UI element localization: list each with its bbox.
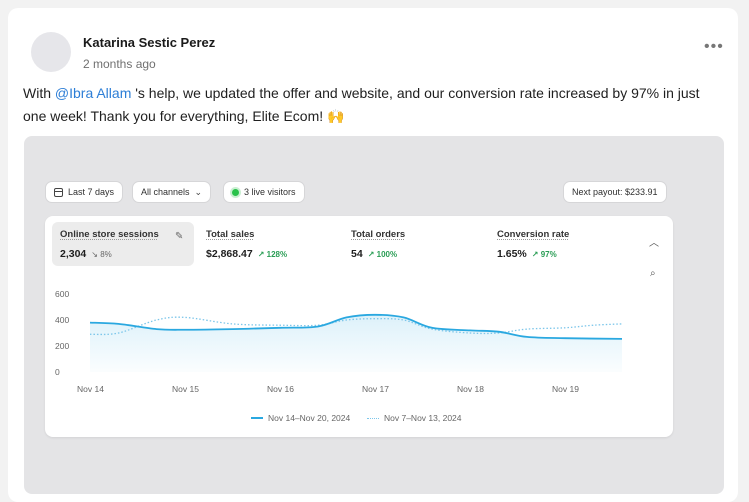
metric-total-orders[interactable]: Total orders 54 ↗ 100% — [343, 222, 483, 266]
date-range-label: Last 7 days — [68, 187, 115, 197]
metric-sessions[interactable]: Online store sessions 2,304 ↘ 8% — [52, 222, 194, 266]
dashboard-screenshot: Last 7 days All channels ⌄ 3 live visito… — [24, 136, 724, 494]
series-line-current[interactable] — [89, 313, 623, 340]
x-tick-label: Nov 16 — [267, 384, 294, 394]
metric-change: ↗ 100% — [367, 250, 398, 259]
x-tick-label: Nov 19 — [552, 384, 579, 394]
channels-label: All channels — [141, 187, 190, 197]
metric-title: Conversion rate — [497, 229, 570, 240]
series-line-previous[interactable] — [89, 316, 623, 336]
calendar-icon — [54, 187, 63, 197]
metric-value: $2,868.47 — [206, 248, 253, 260]
post-body: With @Ibra Allam 's help, we updated the… — [23, 82, 713, 128]
date-range-button[interactable]: Last 7 days — [45, 181, 124, 203]
metric-value: 1.65% — [497, 248, 527, 260]
post-text-after: 's help, we updated the offer and websit… — [23, 85, 700, 124]
legend-line-solid — [251, 417, 263, 419]
metric-title: Total orders — [351, 229, 406, 240]
metric-value: 54 — [351, 248, 363, 260]
legend-line-dotted — [367, 417, 379, 419]
more-options-button[interactable]: ••• — [704, 38, 724, 55]
live-dot-icon — [232, 188, 239, 196]
avatar[interactable] — [31, 32, 71, 72]
analytics-panel: Online store sessions 2,304 ↘ 8% ✎ Total … — [45, 216, 673, 437]
x-tick-label: Nov 17 — [362, 384, 389, 394]
post-time: 2 months ago — [83, 57, 156, 71]
pencil-icon[interactable]: ✎ — [175, 231, 184, 242]
post-text-before: With — [23, 85, 55, 101]
emoji-hands: 🙌 — [327, 108, 345, 124]
legend-item-previous[interactable]: Nov 7–Nov 13, 2024 — [367, 413, 462, 423]
legend-label: Nov 14–Nov 20, 2024 — [268, 413, 351, 423]
payout-label: Next payout: $233.91 — [572, 187, 658, 197]
metric-change: ↗ 97% — [531, 250, 557, 259]
metric-title: Online store sessions — [60, 229, 159, 240]
metric-value: 2,304 — [60, 248, 87, 260]
chevron-down-icon: ⌄ — [194, 186, 203, 197]
metric-total-sales[interactable]: Total sales $2,868.47 ↗ 128% — [198, 222, 338, 266]
x-tick-label: Nov 14 — [77, 384, 104, 394]
x-tick-label: Nov 15 — [172, 384, 199, 394]
magnify-icon[interactable]: ⌕ — [650, 268, 656, 279]
metric-change: ↘ 8% — [91, 250, 112, 259]
live-visitors-label: 3 live visitors — [244, 187, 296, 197]
next-payout-button[interactable]: Next payout: $233.91 — [563, 181, 667, 203]
y-tick-label: 200 — [55, 341, 69, 351]
metric-conversion-rate[interactable]: Conversion rate 1.65% ↗ 97% — [489, 222, 629, 266]
live-visitors-button[interactable]: 3 live visitors — [223, 181, 305, 203]
metric-title: Total sales — [206, 229, 255, 240]
series-area-current — [90, 314, 622, 372]
x-tick-label: Nov 18 — [457, 384, 484, 394]
metric-change: ↗ 128% — [257, 250, 288, 259]
author-name[interactable]: Katarina Sestic Perez — [83, 35, 216, 50]
y-tick-label: 0 — [55, 367, 60, 377]
legend-label: Nov 7–Nov 13, 2024 — [384, 413, 462, 423]
chevron-up-icon[interactable]: ︿ — [649, 238, 659, 249]
legend-item-current[interactable]: Nov 14–Nov 20, 2024 — [251, 413, 350, 423]
line-chart: 600 400 200 0 Nov 14 Nov 15 Nov 16 Nov 17 Nov 18… — [55, 289, 623, 394]
channels-dropdown[interactable]: All channels ⌄ — [132, 181, 212, 203]
mention-link[interactable]: @Ibra Allam — [54, 85, 132, 101]
y-tick-label: 400 — [55, 315, 69, 325]
y-tick-label: 600 — [55, 289, 69, 299]
